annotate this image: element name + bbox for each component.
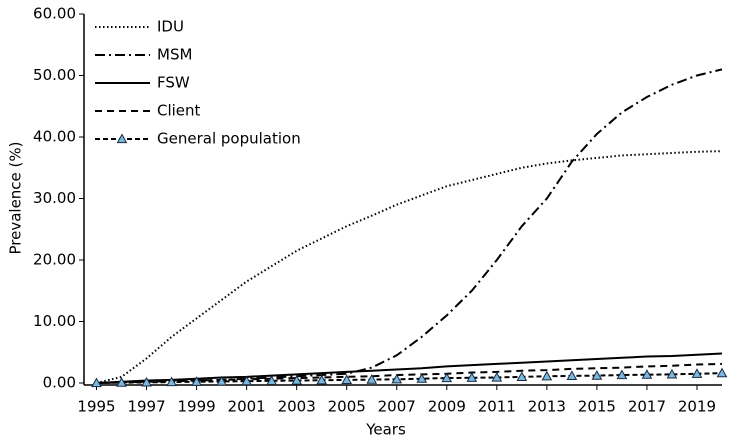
series-marker bbox=[566, 370, 578, 381]
x-tick-label: 2009 bbox=[428, 398, 466, 416]
x-tick-label: 1997 bbox=[127, 398, 165, 416]
x-axis-label: Years bbox=[365, 421, 406, 439]
series-marker bbox=[691, 368, 703, 378]
series-marker bbox=[541, 370, 553, 381]
series-line bbox=[96, 150, 723, 384]
legend-label: IDU bbox=[157, 18, 184, 36]
series-marker bbox=[141, 376, 152, 387]
x-tick-label: 2003 bbox=[278, 398, 316, 416]
series-marker bbox=[241, 375, 252, 386]
x-tick-label: 2011 bbox=[478, 398, 516, 416]
series-marker bbox=[391, 373, 403, 384]
series-marker bbox=[266, 375, 277, 385]
series-marker bbox=[191, 376, 202, 386]
series-marker bbox=[166, 376, 177, 387]
series-marker bbox=[616, 369, 628, 380]
legend-label: FSW bbox=[157, 74, 190, 92]
legend-label: MSM bbox=[157, 46, 192, 64]
series-line bbox=[96, 362, 723, 384]
x-tick-label: 2007 bbox=[378, 398, 416, 416]
y-tick-label: 10.00 bbox=[33, 312, 76, 330]
x-tick-label: 2015 bbox=[578, 398, 616, 416]
series-marker bbox=[666, 368, 678, 379]
x-tick-label: 2013 bbox=[528, 398, 566, 416]
y-tick-label: 40.00 bbox=[33, 128, 76, 146]
x-tick-label: 2001 bbox=[228, 398, 266, 416]
y-tick-label: 60.00 bbox=[33, 5, 76, 23]
y-axis-label: Prevalence (%) bbox=[7, 141, 25, 254]
y-tick-label: 0.00 bbox=[43, 374, 76, 392]
x-tick-label: 1999 bbox=[177, 398, 215, 416]
y-tick-label: 20.00 bbox=[33, 251, 76, 269]
series-marker bbox=[91, 377, 102, 388]
legend-label: General population bbox=[157, 130, 301, 148]
series-marker bbox=[441, 372, 453, 383]
legend-marker bbox=[116, 133, 128, 144]
series-marker bbox=[641, 369, 653, 379]
series-marker bbox=[216, 375, 227, 386]
series-marker bbox=[516, 371, 528, 381]
x-tick-label: 2017 bbox=[628, 398, 666, 416]
series-marker bbox=[116, 377, 127, 387]
y-tick-label: 50.00 bbox=[33, 66, 76, 84]
series-marker bbox=[341, 374, 353, 385]
legend-label: Client bbox=[157, 102, 201, 120]
x-tick-label: 1995 bbox=[77, 398, 115, 416]
series-marker bbox=[591, 370, 603, 380]
x-tick-label: 2005 bbox=[328, 398, 366, 416]
y-tick-label: 30.00 bbox=[33, 189, 76, 207]
x-tick-label: 2019 bbox=[678, 398, 716, 416]
series-marker bbox=[316, 374, 328, 385]
series-marker bbox=[466, 372, 478, 382]
series-marker bbox=[491, 371, 503, 382]
series-line bbox=[96, 68, 723, 384]
series-line bbox=[96, 372, 723, 384]
series-marker bbox=[416, 373, 428, 383]
series-marker bbox=[366, 374, 378, 384]
series-line bbox=[96, 352, 723, 384]
series-marker bbox=[716, 367, 728, 378]
series-marker bbox=[291, 375, 303, 385]
